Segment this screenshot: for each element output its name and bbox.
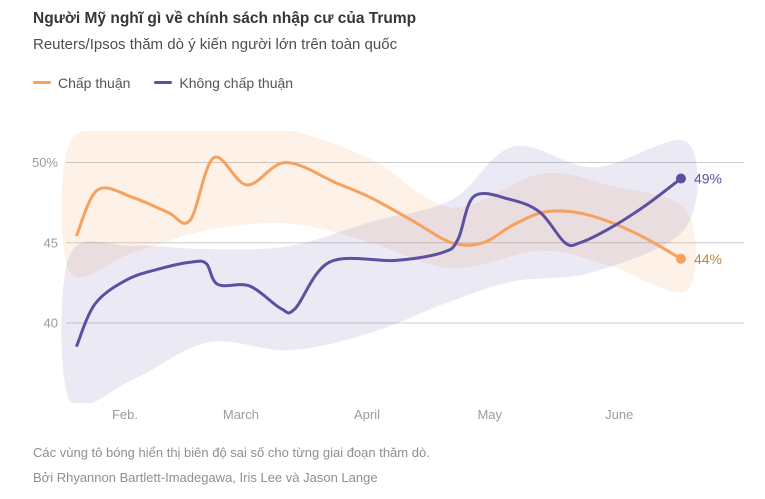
x-axis-labels: Feb. March April May June [112, 407, 633, 422]
legend-item-disapprove: Không chấp thuận [154, 75, 293, 91]
y-tick-label: 45 [44, 235, 58, 250]
x-tick-label: April [354, 407, 380, 422]
approve-end-dot [675, 253, 686, 264]
approve-error-band [61, 130, 697, 293]
chart-title: Người Mỹ nghĩ gì về chính sách nhập cư c… [33, 10, 417, 27]
error-bands [61, 130, 698, 403]
legend-label: Không chấp thuận [179, 74, 294, 91]
x-tick-label: June [605, 407, 633, 422]
disapprove-error-band [61, 139, 698, 403]
chart-subtitle: Reuters/Ipsos thăm dò ý kiến người lớn t… [33, 35, 398, 53]
x-tick-label: March [223, 407, 259, 422]
disapprove-end-label: 49% [694, 170, 722, 186]
x-tick-label: May [477, 407, 502, 422]
x-tick-label: Feb. [112, 407, 138, 422]
legend: Chấp thuận Không chấp thuận [33, 74, 732, 92]
legend-label: Chấp thuận [58, 74, 131, 91]
y-tick-label: 50% [32, 155, 58, 170]
approve-end-label: 44% [694, 250, 722, 266]
poll-chart-card: Người Mỹ nghĩ gì về chính sách nhập cư c… [0, 10, 765, 485]
disapprove-line [75, 176, 683, 347]
chart-svg: 50% 45 40 44% 49% Feb. March April May June [32, 130, 744, 422]
approve-swatch-icon [33, 80, 51, 85]
grid-lines: 50% 45 40 [32, 155, 744, 330]
disapprove-end-dot [675, 173, 686, 184]
legend-item-approve: Chấp thuận [33, 75, 130, 91]
error-band-footnote: Các vùng tô bóng hiển thị biên độ sai số… [33, 444, 430, 460]
y-tick-label: 40 [44, 315, 58, 330]
disapprove-swatch-icon [154, 80, 173, 85]
approve-line [75, 155, 683, 260]
byline: Bởi Rhyannon Bartlett-Imadegawa, Iris Le… [33, 469, 378, 485]
